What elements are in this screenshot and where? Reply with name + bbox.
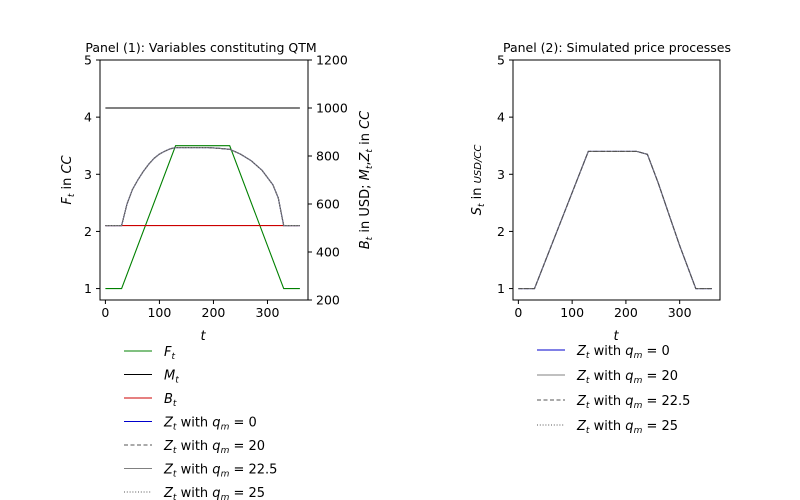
panel-1-y-tick-label: 3: [84, 167, 92, 182]
panel-2-y-tick-label: 3: [497, 167, 505, 182]
panel-1-x-tick-label: 200: [202, 305, 226, 320]
panel-2-title: Panel (2): Simulated price processes: [503, 40, 731, 55]
panel-1-x-tick-label: 300: [256, 305, 280, 320]
panel-1-y-tick-label: 5: [84, 53, 92, 68]
panel-1-y-tick-label: 4: [84, 110, 92, 125]
panel-1-y-right-tick-label: 200: [316, 293, 340, 308]
panel-1-y-right-tick-label: 1200: [316, 53, 348, 68]
legend-label: Zt with qm = 0: [163, 416, 257, 433]
panel-2-x-tick-label: 0: [514, 305, 522, 320]
legend-label: Bt: [164, 392, 177, 409]
panel-2-x-axis-label: t: [613, 329, 619, 344]
panel-1-legend: Ft Mt Bt Zt with qm = 0 Zt with qm = 20 Zt wi…: [124, 345, 277, 500]
panel-1-y-axis-label: Ft in CC: [60, 154, 77, 204]
legend-label: Ft: [164, 345, 175, 362]
panel-1-frame: [99, 59, 309, 301]
panel-2-y-tick-label: 1: [497, 281, 505, 296]
panel-2-x-tick-label: 200: [614, 305, 638, 320]
panel-2-x-tick-label: 100: [560, 305, 584, 320]
panel-2: Panel (2): Simulated price processes 0 10…: [470, 40, 731, 436]
panel-2-y-tick-label: 4: [497, 110, 505, 125]
legend-label: Zt with qm = 25: [163, 486, 265, 500]
panel-2-x-tick-label: 300: [668, 305, 692, 320]
panel-1-y-tick-label: 2: [84, 224, 92, 239]
legend-label: Mt: [164, 369, 179, 386]
panel-2-legend: Zt with qm = 0 Zt with qm = 20 Zt with qm …: [537, 344, 690, 436]
panel-1-y-right-tick-label: 400: [316, 245, 340, 260]
panel-1-series-f-t: [105, 145, 300, 290]
panel-2-y-tick-label: 2: [497, 224, 505, 239]
panel-1-x-tick-label: 0: [101, 305, 109, 320]
panel-1-y-right-tick-label: 600: [316, 197, 340, 212]
panel-1-title: Panel (1): Variables constituting QTM: [85, 40, 316, 55]
legend-label: Zt with qm = 22.5: [163, 463, 277, 480]
panel-1-y-right-tick-label: 800: [316, 149, 340, 164]
panel-2-series-z-t-with-q-m-22-5: [518, 150, 712, 290]
legend-label: Zt with qm = 0: [576, 344, 670, 361]
panel-1-x-tick-label: 100: [147, 305, 171, 320]
panel-2-frame: [512, 59, 721, 301]
panel-1-y-right-axis-label: Bt in USD; Mt,Zt in CC: [358, 110, 375, 249]
panel-1-x-axis-label: t: [200, 329, 206, 344]
legend-label: Zt with qm = 20: [576, 369, 678, 386]
legend-label: Zt with qm = 25: [576, 419, 678, 436]
panel-2-y-tick-label: 5: [497, 53, 505, 68]
panel-1-y-tick-label: 1: [84, 281, 92, 296]
legend-label: Zt with qm = 22.5: [576, 394, 690, 411]
panel-1-y-right-tick-label: 1000: [316, 101, 348, 116]
panel-2-y-axis-label: St in USD/CC: [470, 145, 487, 216]
panel-1-series-z-t-with-q-m-22-5: [105, 147, 300, 227]
legend-label: Zt with qm = 20: [163, 439, 265, 456]
